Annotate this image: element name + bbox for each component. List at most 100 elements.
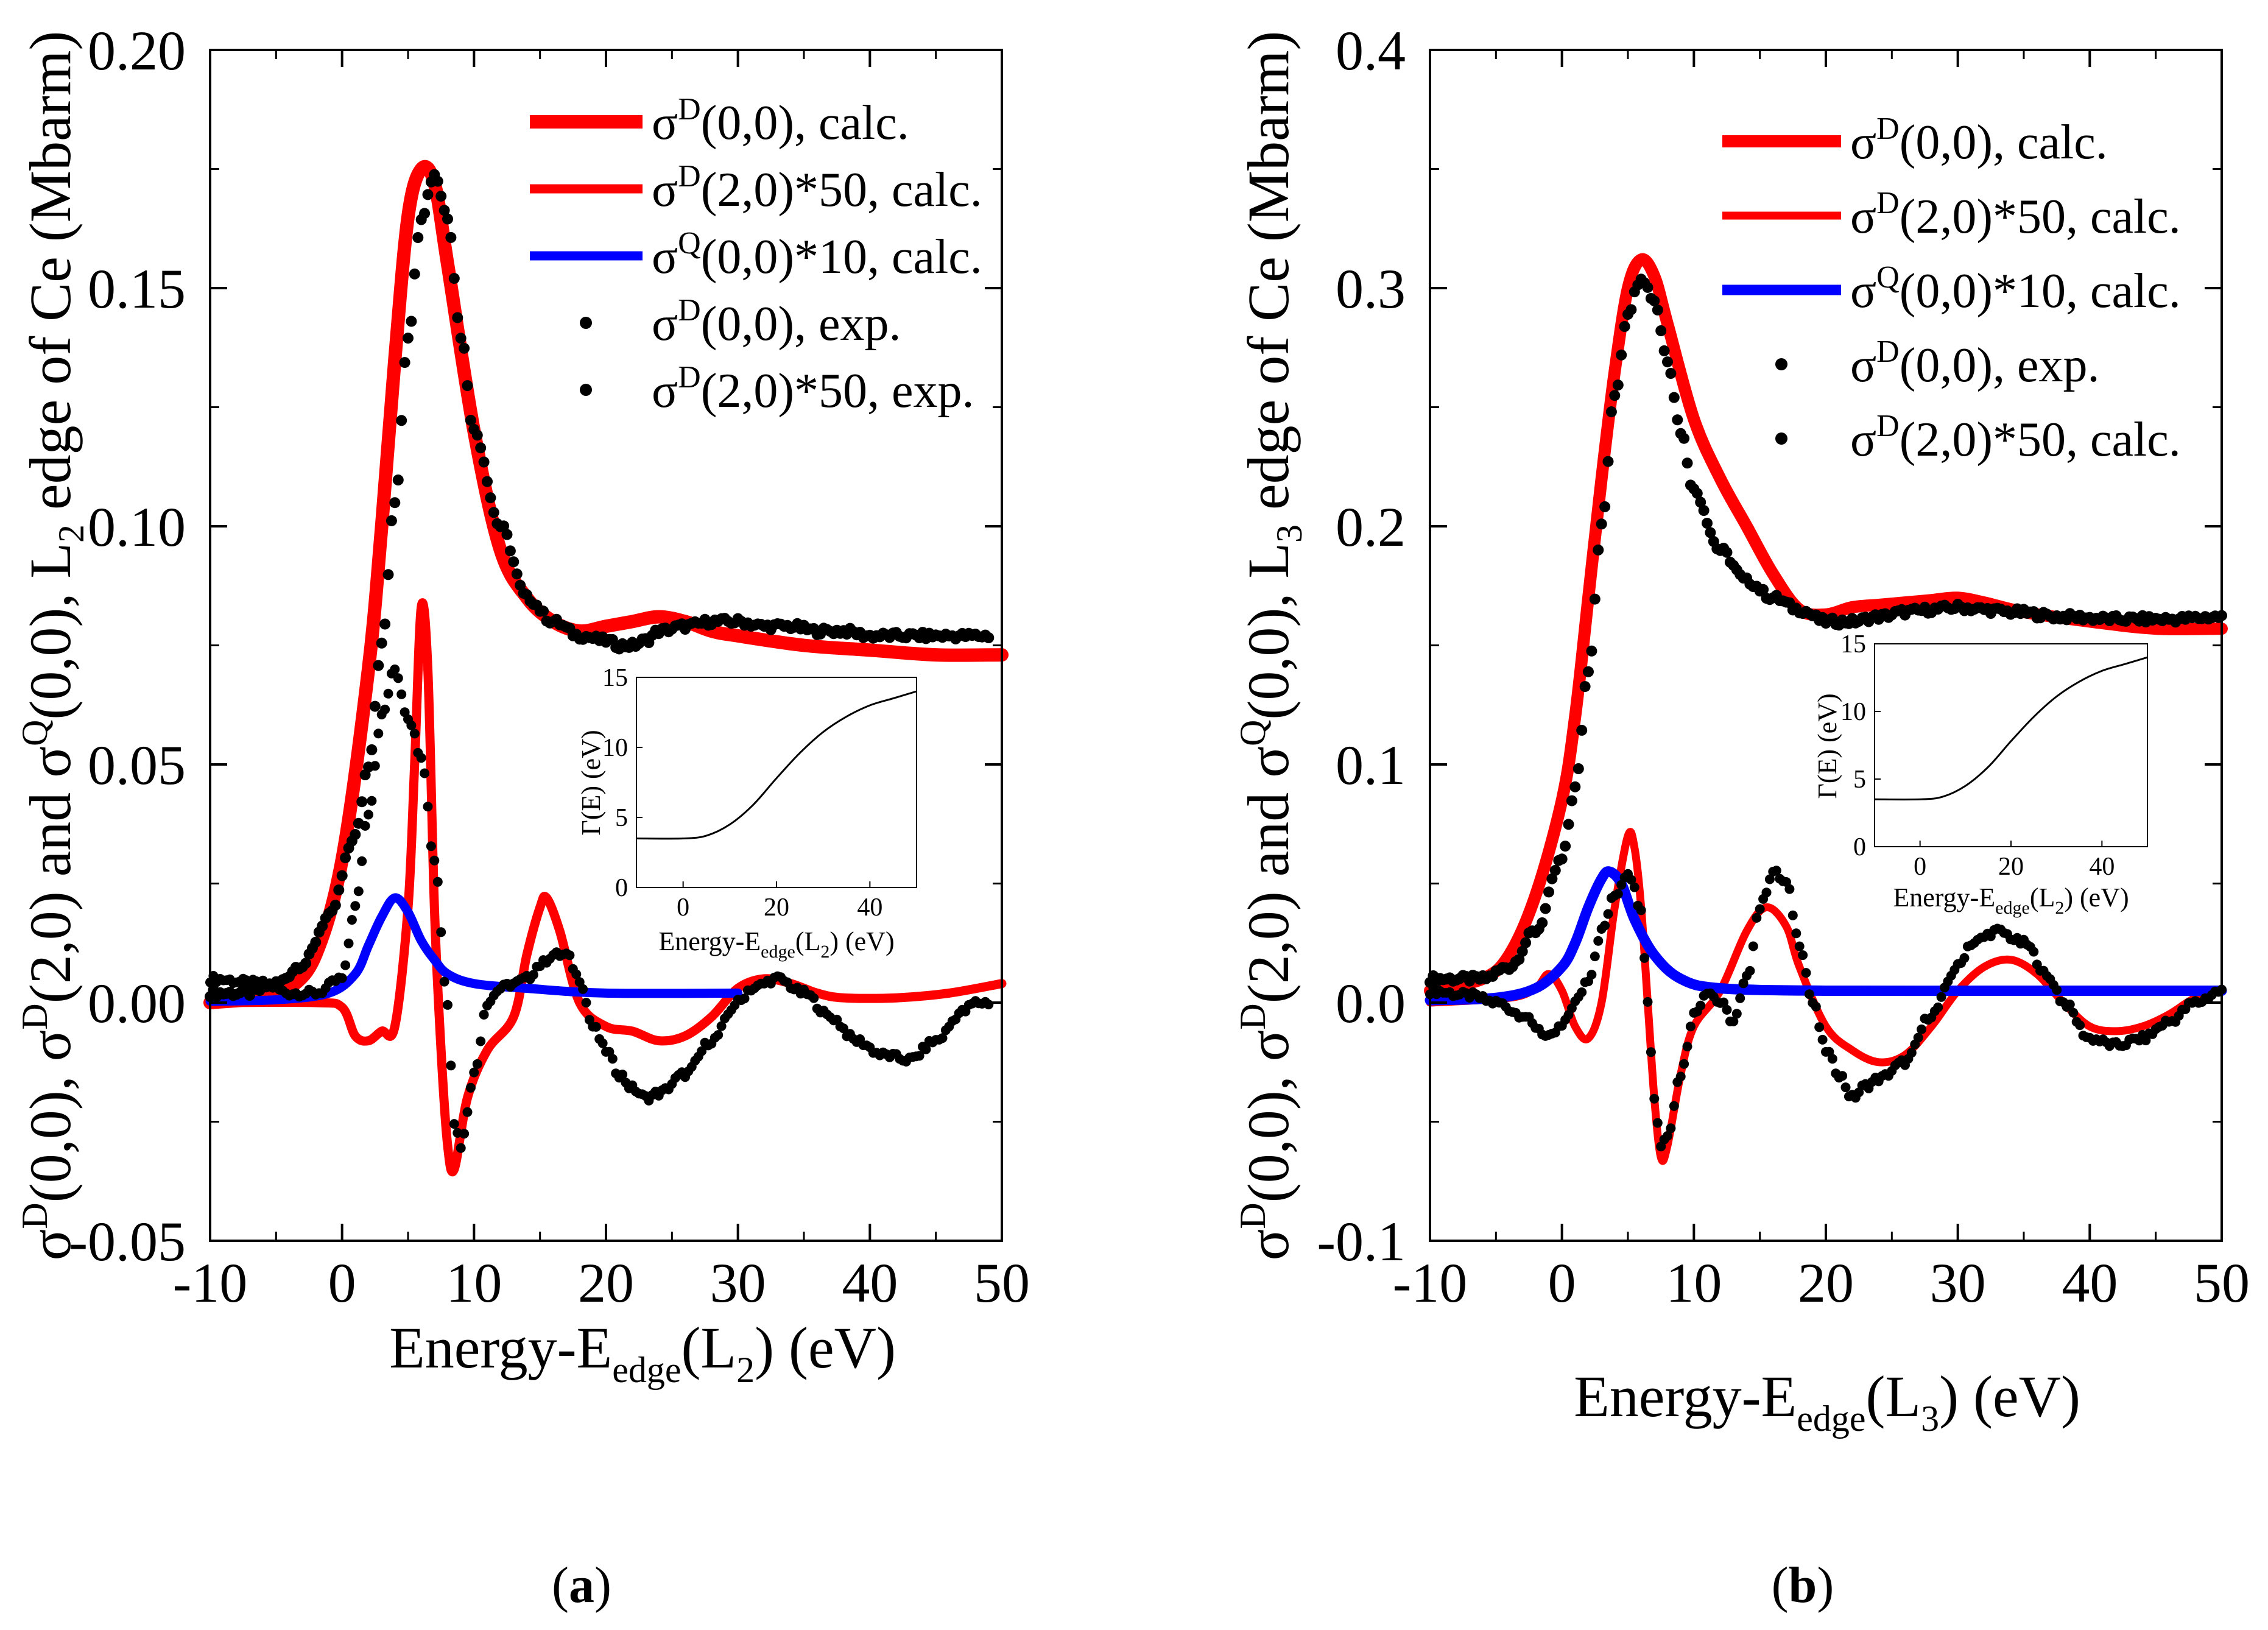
panel-a-inset-ticks: 0 20 40 0 5 10 15 bbox=[602, 664, 882, 922]
x-tick-label: 50 bbox=[974, 1252, 1030, 1314]
data-point-sigmad-2-0-50-calc-dots bbox=[1791, 928, 1801, 939]
legend-swatch-sigmaD20-exp bbox=[580, 384, 592, 396]
legend-label-sigmaD00-calc: σD(0,0), calc. bbox=[652, 92, 909, 150]
data-point-sigmad-2-0-50-exp bbox=[360, 820, 370, 831]
data-point-sigmad-2-0-50-calc-dots bbox=[1752, 912, 1762, 923]
data-point-sigmad-0-0-exp bbox=[1579, 681, 1591, 693]
data-point-sigmad-0-0-exp bbox=[504, 545, 516, 557]
data-point-sigmad-2-0-50-exp bbox=[739, 993, 750, 1004]
data-point-sigmad-0-0-exp bbox=[455, 333, 467, 344]
data-point-sigmad-0-0-exp bbox=[1625, 304, 1637, 316]
data-point-sigmad-0-0-exp bbox=[1662, 356, 1673, 368]
data-point-sigmad-2-0-50-calc-dots bbox=[1917, 1024, 1927, 1034]
data-point-sigmad-2-0-50-calc-dots bbox=[1722, 1004, 1732, 1015]
data-point-sigmad-2-0-50-exp bbox=[416, 753, 426, 763]
data-point-sigmad-2-0-50-exp bbox=[420, 768, 430, 778]
x-tick-label: 20 bbox=[1798, 1252, 1854, 1314]
panel-b-x-axis-label: Energy-Eedge(L3) (eV) bbox=[1574, 1364, 2080, 1439]
panel-b-label: (b) bbox=[1772, 1557, 1834, 1614]
inset-y-tick-label: 0 bbox=[1853, 833, 1866, 861]
data-point-sigmad-0-0-exp bbox=[1705, 527, 1716, 538]
y-tick-label: 0.05 bbox=[88, 734, 186, 796]
data-point-sigmad-0-0-exp bbox=[508, 556, 519, 568]
data-point-sigmad-2-0-50-exp bbox=[380, 704, 390, 714]
data-point-sigmad-2-0-50-exp bbox=[350, 901, 361, 911]
data-point-sigmad-0-0-exp bbox=[300, 958, 312, 969]
data-point-sigmad-0-0-exp bbox=[511, 568, 523, 580]
data-point-sigmad-2-0-50-calc-dots bbox=[1936, 992, 1946, 1002]
data-point-sigmad-2-0-50-exp bbox=[449, 1119, 459, 1129]
data-point-sigmad-0-0-exp bbox=[1702, 518, 1713, 529]
data-point-sigmad-0-0-exp bbox=[1543, 886, 1554, 898]
data-point-sigmad-0-0-exp bbox=[1642, 281, 1653, 293]
panel-a-inset-frame bbox=[636, 677, 917, 888]
series-line-sigmaq-0-0-10-calc bbox=[1425, 866, 2227, 1006]
data-point-sigmad-2-0-50-exp bbox=[409, 729, 420, 739]
data-point-sigmad-0-0-exp bbox=[382, 569, 394, 580]
data-point-sigmad-2-0-50-calc-dots bbox=[1840, 1082, 1851, 1093]
data-point-sigmad-0-0-exp bbox=[983, 632, 995, 643]
panel-b-inset: 0 20 40 0 5 10 15 Γ(E) (eV) Energy-Eedge(L2) (… bbox=[1812, 630, 2148, 918]
legend-label-sigmaD20-calc: σD(2,0)*50, calc. bbox=[1850, 186, 2181, 244]
data-point-sigmad-0-0-exp bbox=[369, 700, 381, 712]
x-tick-label: 0 bbox=[328, 1252, 356, 1314]
data-point-sigmad-2-0-50-exp bbox=[423, 802, 433, 812]
panel-b-ticks: -10 0 10 20 30 40 50-0.10.00.10.20.30.4 bbox=[1317, 19, 2250, 1314]
y-tick-label: 0.1 bbox=[1336, 734, 1406, 796]
inset-x-tick-label: 40 bbox=[2089, 853, 2115, 881]
data-point-sigmad-0-0-exp bbox=[488, 507, 499, 518]
data-point-sigmad-2-0-50-exp bbox=[462, 1107, 473, 1117]
legend-label-sigmaQ00-calc: σQ(0,0)*10, calc. bbox=[652, 226, 982, 284]
data-point-sigmad-2-0-50-exp bbox=[383, 688, 393, 699]
x-tick-label: -10 bbox=[1393, 1252, 1468, 1314]
data-point-sigmad-2-0-50-exp bbox=[347, 915, 357, 925]
data-point-sigmad-0-0-exp bbox=[1546, 873, 1558, 884]
data-point-sigmad-2-0-50-calc-dots bbox=[1814, 1022, 1825, 1032]
data-point-sigmad-0-0-exp bbox=[1668, 392, 1680, 403]
data-point-sigmad-2-0-50-calc-dots bbox=[1837, 1071, 1848, 1081]
data-point-sigmad-2-0-50-calc-dots bbox=[1933, 1002, 1943, 1012]
data-point-sigmad-2-0-50-calc-dots bbox=[1719, 997, 1729, 1007]
data-point-sigmad-0-0-exp bbox=[1549, 864, 1561, 876]
data-point-sigmad-2-0-50-calc-dots bbox=[1784, 884, 1795, 894]
legend-swatch-sigmaD00-exp bbox=[1775, 358, 1787, 370]
data-point-sigmad-2-0-50-exp bbox=[357, 856, 367, 866]
data-point-sigmad-0-0-exp bbox=[1678, 432, 1690, 444]
data-point-sigmad-2-0-50-calc-dots bbox=[1801, 968, 1811, 978]
legend-label-sigmaD00-exp: σD(0,0), exp. bbox=[652, 293, 901, 351]
panel-a-inset-x-label: Energy-Eedge(L2) (eV) bbox=[658, 926, 894, 962]
x-tick-label: 40 bbox=[2062, 1252, 2118, 1314]
data-point-sigmad-2-0-50-calc-dots bbox=[1593, 936, 1604, 946]
data-point-sigmad-2-0-50-exp bbox=[436, 927, 446, 937]
data-point-sigmad-2-0-50-calc-dots bbox=[1827, 1054, 1837, 1064]
data-point-sigmad-2-0-50-exp bbox=[429, 855, 440, 866]
data-point-sigmad-2-0-50-calc-dots bbox=[1696, 1000, 1706, 1011]
data-point-sigmad-0-0-exp bbox=[1516, 946, 1528, 957]
data-point-sigmad-2-0-50-exp bbox=[426, 841, 436, 852]
data-point-sigmad-0-0-exp bbox=[333, 884, 345, 896]
data-point-sigmad-2-0-50-calc-dots bbox=[1669, 1101, 1679, 1111]
panel-b-inset-frame bbox=[1874, 643, 2148, 847]
panel-b-inset-series bbox=[1874, 656, 2148, 801]
data-point-sigmad-2-0-50-calc-dots bbox=[1675, 1071, 1686, 1082]
data-point-sigmad-0-0-exp bbox=[1672, 414, 1683, 426]
data-point-sigmad-0-0-exp bbox=[1609, 390, 1621, 401]
panel-b-chart: -10 0 10 20 30 40 50-0.10.00.10.20.30.4 σD(0,0… bbox=[1233, 19, 2250, 1439]
legend-label-sigmaD00-exp: σD(0,0), exp. bbox=[1850, 334, 2099, 392]
data-point-sigmad-0-0-exp bbox=[389, 497, 401, 509]
x-tick-label: 10 bbox=[446, 1252, 502, 1314]
panel-b-inset-x-label: Energy-Eedge(L2) (eV) bbox=[1893, 883, 2129, 918]
data-point-sigmad-0-0-exp bbox=[406, 316, 417, 327]
data-point-sigmad-0-0-exp bbox=[459, 342, 470, 354]
data-point-sigmad-2-0-50-exp bbox=[914, 1051, 924, 1061]
data-point-sigmad-0-0-exp bbox=[1560, 841, 1571, 852]
data-point-sigmad-2-0-50-calc-dots bbox=[1679, 1059, 1689, 1069]
inset-y-tick-label: 15 bbox=[1840, 630, 1866, 658]
data-point-sigmad-0-0-exp bbox=[442, 213, 453, 225]
data-point-sigmad-0-0-exp bbox=[471, 429, 483, 441]
data-point-sigmad-2-0-50-exp bbox=[340, 960, 351, 970]
data-point-sigmad-2-0-50-calc-dots bbox=[2029, 947, 2039, 957]
data-point-sigmad-2-0-50-exp bbox=[839, 1023, 848, 1034]
data-point-sigmad-2-0-50-exp bbox=[809, 993, 819, 1003]
inset-y-tick-label: 10 bbox=[1840, 698, 1866, 726]
